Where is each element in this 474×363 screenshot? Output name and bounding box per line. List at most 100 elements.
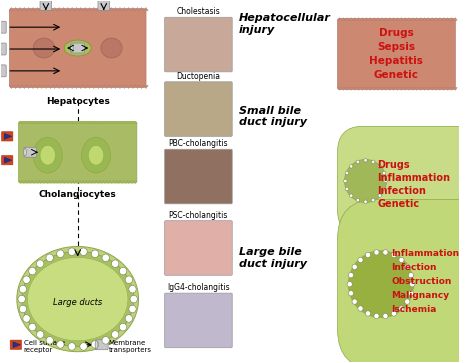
Polygon shape xyxy=(48,85,53,89)
Polygon shape xyxy=(113,8,118,11)
Polygon shape xyxy=(61,8,65,11)
Circle shape xyxy=(356,160,359,164)
Polygon shape xyxy=(135,85,139,89)
FancyBboxPatch shape xyxy=(24,147,36,157)
Text: Small bile
duct injury: Small bile duct injury xyxy=(239,106,307,127)
Polygon shape xyxy=(56,181,59,183)
Polygon shape xyxy=(96,85,100,89)
Polygon shape xyxy=(46,121,49,123)
Polygon shape xyxy=(80,181,83,183)
Polygon shape xyxy=(426,87,430,90)
Polygon shape xyxy=(426,18,430,20)
Polygon shape xyxy=(434,87,438,90)
Polygon shape xyxy=(4,157,12,163)
Polygon shape xyxy=(83,181,86,183)
Polygon shape xyxy=(122,85,127,89)
Polygon shape xyxy=(454,87,457,90)
Polygon shape xyxy=(22,121,26,123)
Polygon shape xyxy=(113,181,117,183)
Polygon shape xyxy=(337,18,341,20)
Ellipse shape xyxy=(33,137,62,173)
Polygon shape xyxy=(357,87,361,90)
Polygon shape xyxy=(434,18,438,20)
Polygon shape xyxy=(18,8,22,11)
Polygon shape xyxy=(97,121,100,123)
Polygon shape xyxy=(337,87,341,90)
Circle shape xyxy=(399,257,404,262)
FancyBboxPatch shape xyxy=(96,340,108,350)
Polygon shape xyxy=(131,85,135,89)
Polygon shape xyxy=(120,181,124,183)
Polygon shape xyxy=(134,181,137,183)
Polygon shape xyxy=(341,87,345,90)
Polygon shape xyxy=(76,121,80,123)
Polygon shape xyxy=(109,85,113,89)
Polygon shape xyxy=(13,342,20,348)
Polygon shape xyxy=(49,121,53,123)
Polygon shape xyxy=(365,87,368,90)
Polygon shape xyxy=(449,18,454,20)
Circle shape xyxy=(383,171,386,175)
Polygon shape xyxy=(131,8,135,11)
Ellipse shape xyxy=(22,252,134,347)
Polygon shape xyxy=(392,18,395,20)
Polygon shape xyxy=(124,121,127,123)
Polygon shape xyxy=(357,18,361,20)
Polygon shape xyxy=(419,87,422,90)
Polygon shape xyxy=(117,121,120,123)
Polygon shape xyxy=(388,18,392,20)
Polygon shape xyxy=(368,87,372,90)
Polygon shape xyxy=(43,121,46,123)
Polygon shape xyxy=(419,18,422,20)
Polygon shape xyxy=(87,8,91,11)
Polygon shape xyxy=(44,8,48,11)
Polygon shape xyxy=(388,87,392,90)
Circle shape xyxy=(348,291,354,296)
Polygon shape xyxy=(144,8,148,11)
Circle shape xyxy=(364,159,367,162)
Circle shape xyxy=(374,250,379,255)
Circle shape xyxy=(119,267,127,275)
Circle shape xyxy=(383,187,386,191)
Polygon shape xyxy=(83,121,86,123)
Circle shape xyxy=(91,250,99,258)
Circle shape xyxy=(68,343,75,350)
Polygon shape xyxy=(79,8,83,11)
Circle shape xyxy=(345,187,348,191)
Polygon shape xyxy=(415,87,419,90)
Polygon shape xyxy=(392,87,395,90)
Polygon shape xyxy=(422,87,426,90)
Polygon shape xyxy=(399,87,403,90)
Polygon shape xyxy=(53,121,56,123)
Polygon shape xyxy=(86,181,90,183)
Circle shape xyxy=(111,260,119,268)
Polygon shape xyxy=(107,121,110,123)
Polygon shape xyxy=(59,181,63,183)
Polygon shape xyxy=(376,18,380,20)
Polygon shape xyxy=(117,181,120,183)
Polygon shape xyxy=(9,85,13,89)
Text: Infection: Infection xyxy=(377,186,426,196)
Polygon shape xyxy=(407,87,411,90)
Polygon shape xyxy=(76,181,80,183)
Polygon shape xyxy=(65,85,70,89)
Polygon shape xyxy=(61,85,65,89)
Polygon shape xyxy=(59,121,63,123)
Polygon shape xyxy=(100,121,103,123)
Polygon shape xyxy=(73,181,76,183)
Polygon shape xyxy=(353,87,357,90)
Circle shape xyxy=(46,337,54,344)
Circle shape xyxy=(383,313,388,319)
Polygon shape xyxy=(70,85,74,89)
Polygon shape xyxy=(105,85,109,89)
Polygon shape xyxy=(127,121,130,123)
Polygon shape xyxy=(100,8,105,11)
Circle shape xyxy=(352,264,357,269)
Circle shape xyxy=(18,295,25,303)
Polygon shape xyxy=(110,181,113,183)
FancyBboxPatch shape xyxy=(164,82,232,136)
Polygon shape xyxy=(372,87,376,90)
Circle shape xyxy=(365,252,371,258)
Text: Drugs: Drugs xyxy=(379,28,414,38)
Circle shape xyxy=(80,343,87,350)
